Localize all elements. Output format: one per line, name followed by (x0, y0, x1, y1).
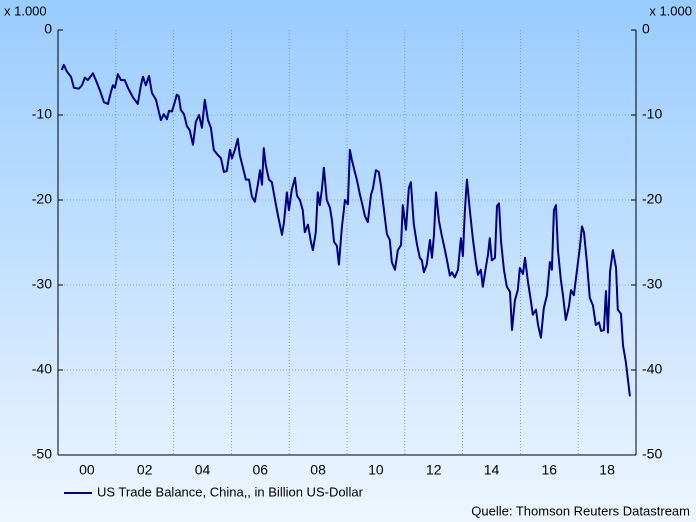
x-tick-label: 14 (484, 462, 500, 478)
y-tick-label: -20 (32, 191, 52, 207)
data-line (60, 63, 631, 397)
x-tick-label: 04 (195, 462, 211, 478)
y2-tick-label: 0 (642, 21, 650, 37)
source: Quelle: Thomson Reuters Datastream (471, 503, 690, 518)
legend-label: US Trade Balance, China,, in Billion US-… (97, 484, 364, 499)
y-unit-label: x 1.000 (4, 3, 47, 18)
y-tick-label: -30 (32, 276, 52, 292)
x-tick-label: 18 (599, 462, 615, 478)
y2-unit-label: x 1.000 (649, 3, 692, 18)
y-tick-label: 0 (44, 21, 52, 37)
y2-tick-label: -40 (642, 361, 662, 377)
x-tick-label: 06 (253, 462, 269, 478)
x-tick-label: 08 (310, 462, 326, 478)
x-tick-label: 02 (137, 462, 153, 478)
y2-tick-label: -10 (642, 106, 662, 122)
y-tick-label: -40 (32, 361, 52, 377)
y-tick-label: -50 (32, 446, 52, 462)
x-tick-label: 16 (542, 462, 558, 478)
y2-tick-label: -20 (642, 191, 662, 207)
y-tick-label: -10 (32, 106, 52, 122)
y2-tick-label: -50 (642, 446, 662, 462)
x-tick-label: 12 (426, 462, 442, 478)
y2-tick-label: -30 (642, 276, 662, 292)
x-tick-label: 00 (79, 462, 95, 478)
x-tick-label: 10 (368, 462, 384, 478)
